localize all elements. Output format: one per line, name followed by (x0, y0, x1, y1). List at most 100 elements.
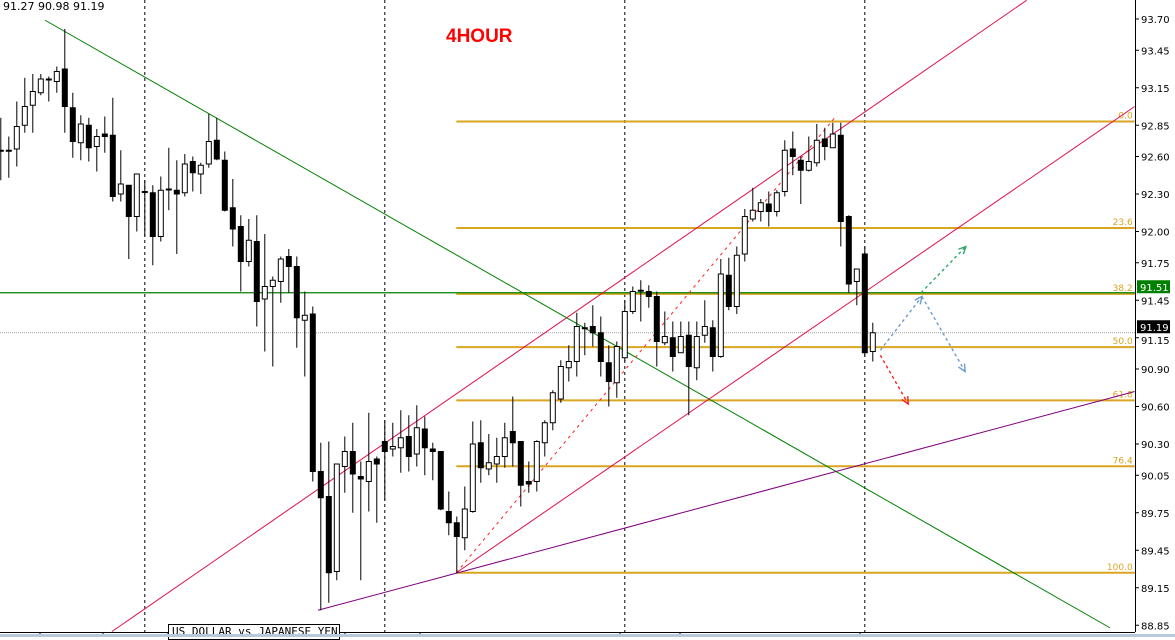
price-tick-label: 93.15 (1141, 84, 1170, 95)
candle (429, 442, 436, 481)
candle (109, 97, 116, 202)
candle-body-bearish (405, 436, 412, 457)
candle (853, 268, 860, 306)
candle-body-bullish (0, 149, 4, 152)
candle-body-bullish (741, 216, 748, 255)
projection-arrow (921, 296, 966, 373)
candle-body-bearish (309, 313, 316, 472)
candle (365, 412, 372, 512)
candle (293, 256, 300, 348)
candle-body-bearish (61, 68, 68, 107)
candle-body-bearish (789, 148, 796, 157)
candle (53, 66, 60, 93)
candle (221, 151, 228, 212)
candle-body-bearish (589, 326, 596, 334)
price-tick-label: 91.75 (1141, 259, 1170, 270)
candle (453, 516, 460, 573)
candle-body-bearish (229, 207, 236, 230)
candle-body-bullish (117, 183, 124, 195)
symbol-description: US DOLLAR vs JAPANESE YEN (168, 624, 340, 640)
trendlines[interactable] (44, 0, 1135, 632)
level-price-tag-bg (1137, 280, 1170, 294)
candle (5, 136, 12, 178)
candle-body-bullish (181, 163, 188, 194)
candle-body-bullish (389, 446, 396, 450)
projection-arrow (879, 295, 923, 351)
candle (125, 184, 132, 259)
candle (565, 345, 572, 382)
candle (669, 321, 676, 372)
candle (525, 461, 532, 493)
candle-body-bearish (381, 441, 388, 452)
candle (869, 322, 876, 362)
price-tick-label: 89.75 (1141, 509, 1170, 520)
candle-body-bullish (541, 422, 548, 444)
candle-body-bullish (701, 326, 708, 336)
arrow-shaft (921, 296, 966, 372)
candle-body-bullish (805, 161, 812, 171)
candle (477, 420, 484, 483)
candle (485, 434, 492, 476)
candle-body-bullish (869, 332, 876, 352)
candle (333, 463, 340, 581)
candle-body-bearish (669, 337, 676, 357)
projection-arrow (879, 354, 910, 406)
candle (261, 234, 268, 352)
candle (693, 321, 700, 381)
candle (533, 440, 540, 492)
candle-body-bullish (557, 366, 564, 400)
candle-body-bullish (565, 361, 572, 369)
fib-level-label: 38.2 (1113, 284, 1133, 294)
candle (69, 92, 76, 158)
candle (493, 437, 500, 483)
candles (0, 29, 876, 611)
candle-body-bearish (645, 291, 652, 297)
candle-body-bearish (437, 451, 444, 510)
candle (653, 291, 660, 367)
candle-body-bullish (45, 78, 52, 81)
candle (709, 320, 716, 372)
candle (277, 256, 284, 303)
fibonacci-retracement[interactable]: 0.0 23.6 38.2 50.0 61.8 76.4 100.0 (456, 112, 1135, 574)
candle-body-bullish (853, 268, 860, 282)
candle-body-bearish (605, 362, 612, 382)
candle-body-bearish (597, 332, 604, 362)
candle-body-bullish (613, 346, 620, 384)
candle-body-bearish (285, 256, 292, 267)
candle (445, 491, 452, 536)
candle-body-bullish (637, 289, 644, 292)
candle (325, 441, 332, 603)
candle (101, 116, 108, 153)
candle (405, 415, 412, 472)
candle-body-bullish (733, 254, 740, 307)
candle (621, 300, 628, 362)
arrow-head-icon (958, 245, 968, 255)
candle-body-bearish (477, 442, 484, 469)
candle-body-bearish (861, 253, 868, 354)
fib-level-label: 61.8 (1113, 390, 1133, 400)
candle (213, 117, 220, 161)
time-axis-scrollbar[interactable] (0, 634, 1175, 637)
candle (0, 117, 4, 181)
candle (781, 140, 788, 197)
candle-body-bearish (421, 428, 428, 449)
candle (181, 154, 188, 197)
candle (45, 76, 52, 102)
arrow-shaft (920, 246, 967, 294)
candle-body-bearish (765, 203, 772, 212)
price-tick-label: 90.30 (1141, 440, 1170, 451)
candle-body-bullish (301, 314, 308, 321)
candle (413, 405, 420, 467)
candle (861, 246, 868, 357)
candle-body-bullish (461, 508, 468, 539)
candle-body-bullish (141, 191, 148, 193)
candle (541, 420, 548, 457)
candle (389, 422, 396, 457)
candle (597, 316, 604, 377)
price-tick-label: 91.45 (1141, 296, 1170, 307)
candle-body-bearish (429, 448, 436, 452)
candle (117, 150, 124, 202)
candle (341, 436, 348, 493)
